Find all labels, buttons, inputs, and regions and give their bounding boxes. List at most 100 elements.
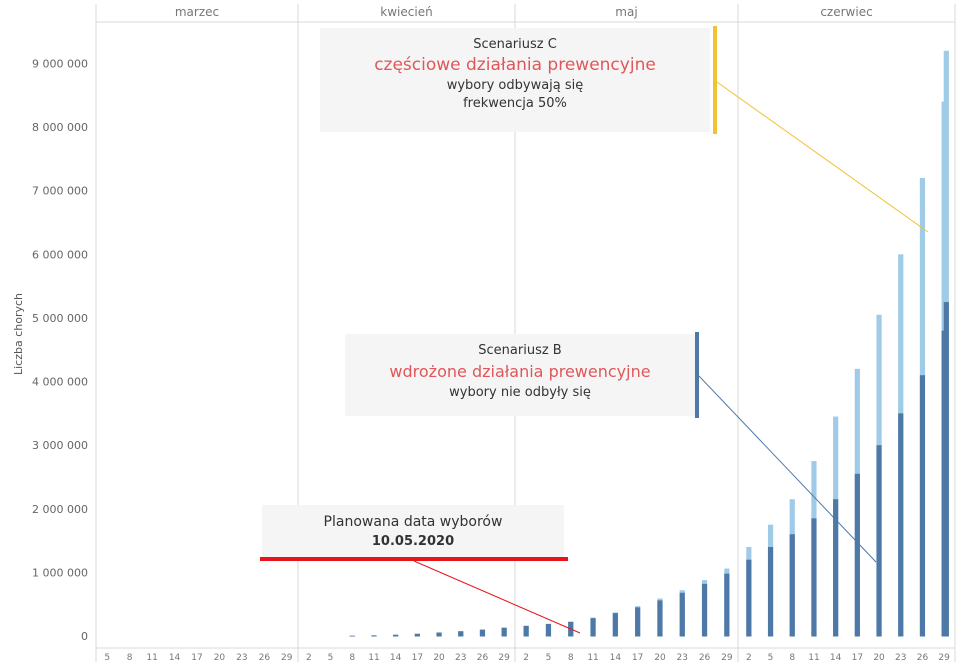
day-tick-label: 8 (789, 653, 795, 663)
day-tick-label: 2 (746, 653, 752, 663)
day-tick-label: 5 (328, 653, 334, 663)
day-tick-label: 20 (214, 653, 226, 663)
bar-scenario-b (371, 635, 377, 637)
scenario-b-leader (698, 375, 877, 563)
y-tick-label: 9 000 000 (32, 58, 88, 71)
day-tick-label: 8 (568, 653, 574, 663)
bar-scenario-b (919, 375, 926, 637)
y-tick-label: 5 000 000 (32, 312, 88, 325)
day-tick-label: 23 (236, 653, 247, 663)
bar-scenario-b (436, 632, 442, 637)
bar-scenario-b (679, 592, 685, 637)
bar-scenario-b (458, 631, 464, 637)
election-leader (413, 560, 581, 634)
bar-scenario-b (523, 625, 529, 637)
bar-scenario-b (590, 618, 596, 637)
scenario-b-accent (695, 332, 699, 418)
day-tick-label: 23 (895, 653, 906, 663)
y-axis-label: Liczba chorych (12, 293, 25, 375)
bar-scenario-b (545, 623, 552, 637)
day-tick-label: 20 (433, 653, 445, 663)
y-tick-label: 7 000 000 (32, 185, 88, 198)
scenario-c-accent (713, 26, 717, 134)
scenario-b-title: Scenariusz B (478, 343, 562, 358)
day-tick-label: 14 (830, 653, 842, 663)
day-tick-label: 29 (721, 653, 733, 663)
day-tick-label: 11 (368, 653, 379, 663)
bar-scenario-b (414, 633, 420, 637)
day-tick-label: 11 (587, 653, 598, 663)
scenario-c-subtitle: częściowe działania prewencyjne (374, 55, 656, 75)
month-label: marzec (175, 5, 219, 19)
scenario-c-line-2: frekwencja 50% (463, 96, 567, 111)
day-tick-label: 17 (632, 653, 643, 663)
election-date: 10.05.2020 (371, 534, 455, 549)
day-tick-label: 20 (873, 653, 885, 663)
y-tick-label: 3 000 000 (32, 439, 88, 452)
bar-scenario-b (833, 499, 839, 637)
bar-scenario-b (701, 583, 708, 637)
day-tick-label: 5 (104, 653, 110, 663)
bar-scenario-b (349, 635, 355, 637)
day-tick-label: 26 (917, 653, 929, 663)
day-tick-label: 17 (852, 653, 863, 663)
y-tick-label: 8 000 000 (32, 121, 88, 134)
bar-scenario-b (789, 534, 795, 637)
month-label: kwiecień (380, 5, 432, 19)
y-tick-label: 1 000 000 (32, 566, 88, 579)
day-tick-label: 2 (306, 653, 312, 663)
month-label: czerwiec (820, 5, 872, 19)
day-tick-label: 8 (127, 653, 133, 663)
scenario-b-line-1: wybory nie odbyły się (449, 385, 591, 400)
day-tick-label: 11 (808, 653, 819, 663)
bar-scenario-b (635, 607, 641, 637)
y-tick-label: 4 000 000 (32, 376, 88, 389)
scenario-c-leader (716, 81, 929, 233)
day-tick-label: 11 (146, 653, 157, 663)
bar-scenario-b (943, 302, 949, 637)
election-title: Planowana data wyborów (323, 514, 503, 530)
bar-scenario-b (724, 573, 730, 637)
bar-scenario-b (657, 600, 663, 637)
day-tick-label: 23 (677, 653, 688, 663)
bar-scenario-b (854, 473, 860, 637)
scenario-b-box: Scenariusz B wdrożone działania prewency… (345, 334, 695, 416)
day-tick-label: 29 (498, 653, 510, 663)
y-tick-label: 6 000 000 (32, 248, 88, 261)
day-tick-label: 8 (349, 653, 355, 663)
day-tick-label: 5 (768, 653, 774, 663)
day-tick-label: 14 (169, 653, 181, 663)
bar-scenario-b (612, 613, 618, 637)
bar-scenario-b (479, 629, 486, 637)
day-tick-label: 17 (191, 653, 202, 663)
day-tick-label: 14 (390, 653, 402, 663)
bar-scenario-b (746, 559, 752, 637)
day-tick-label: 2 (523, 653, 529, 663)
scenario-b-subtitle: wdrożone działania prewencyjne (389, 362, 651, 381)
day-tick-label: 5 (546, 653, 552, 663)
day-tick-label: 20 (654, 653, 666, 663)
day-tick-label: 26 (259, 653, 271, 663)
y-tick-label: 2 000 000 (32, 503, 88, 516)
day-tick-label: 26 (477, 653, 489, 663)
bar-scenario-b (767, 546, 774, 637)
day-tick-label: 29 (281, 653, 293, 663)
day-tick-label: 17 (412, 653, 423, 663)
month-label: maj (615, 5, 637, 19)
bar-scenario-b (898, 413, 904, 637)
day-tick-label: 23 (455, 653, 466, 663)
scenario-c-line-1: wybory odbywają się (446, 78, 584, 93)
day-tick-label: 29 (938, 653, 950, 663)
scenario-c-title: Scenariusz C (473, 37, 557, 52)
bar-scenario-b (876, 445, 882, 637)
bar-scenario-b (393, 634, 399, 637)
election-box: Planowana data wyborów 10.05.2020 (262, 505, 564, 557)
election-accent (260, 557, 568, 561)
day-tick-label: 14 (610, 653, 622, 663)
day-tick-label: 26 (699, 653, 711, 663)
bar-scenario-b (811, 518, 817, 637)
scenario-c-box: Scenariusz C częściowe działania prewenc… (320, 28, 710, 132)
bar-scenario-b (501, 627, 507, 637)
y-tick-label: 0 (81, 630, 88, 643)
